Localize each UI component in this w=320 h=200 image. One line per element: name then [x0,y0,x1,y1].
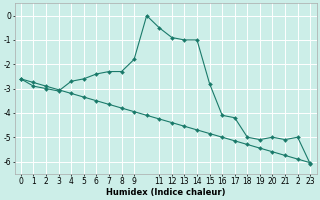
X-axis label: Humidex (Indice chaleur): Humidex (Indice chaleur) [106,188,225,197]
